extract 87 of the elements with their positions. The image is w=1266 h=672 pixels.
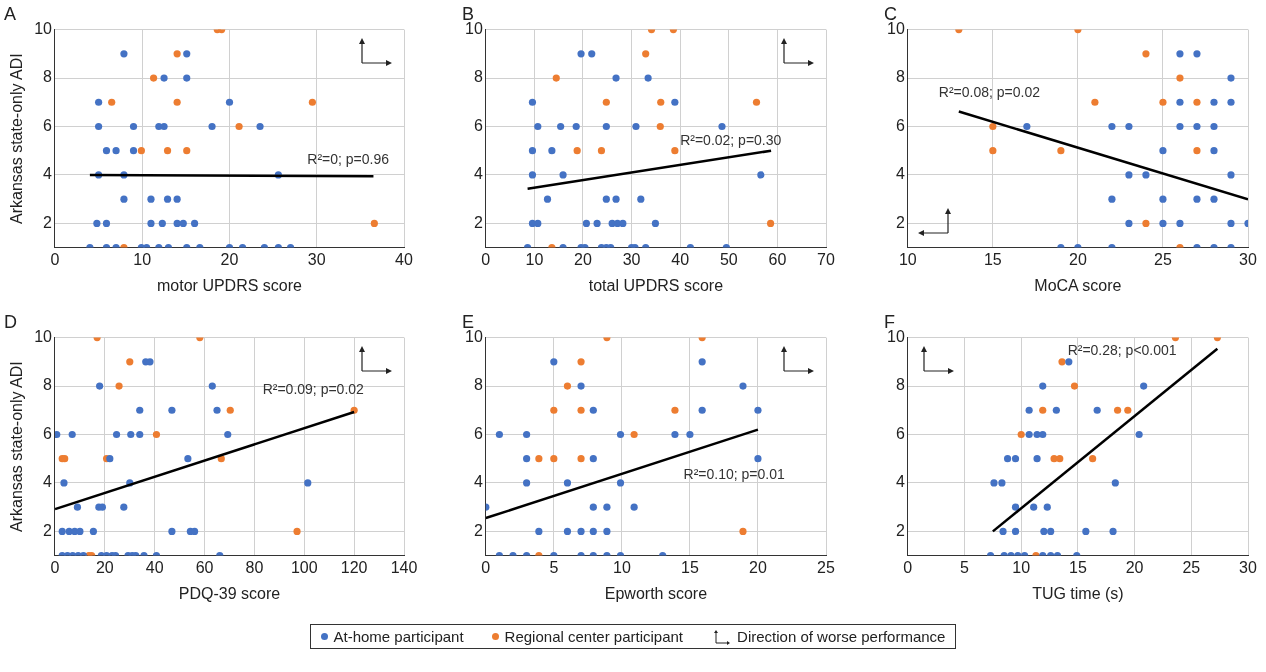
x-tick-label: 25 (1182, 558, 1201, 576)
x-axis-title: total UPDRS score (588, 276, 724, 294)
legend-label: At-home participant (333, 628, 464, 645)
x-tick-label: 20 (574, 250, 592, 268)
y-tick-label: 4 (473, 165, 483, 183)
y-tick-label: 4 (473, 473, 483, 491)
y-axis-title: Arkansas state-only ADI (8, 361, 26, 532)
x-tick-label: 20 (95, 558, 114, 576)
x-tick-label: 20 (220, 250, 239, 268)
y-tick-label: 6 (473, 116, 483, 134)
y-tick-label: 8 (895, 68, 905, 86)
x-tick-label: 25 (1154, 250, 1172, 268)
y-tick-label: 4 (895, 165, 905, 183)
chart-title: D (4, 311, 17, 332)
y-tick-label: 6 (473, 424, 483, 442)
annotation: R²=0.09; p=0.02 (262, 380, 365, 397)
x-tick-label: 0 (481, 558, 491, 576)
x-tick-label: 80 (245, 558, 264, 576)
y-tick-label: 8 (43, 68, 53, 86)
x-tick-label: 5 (549, 558, 559, 576)
y-tick-label: 4 (895, 473, 905, 491)
annotation: R²=0.02; p=0.30 (680, 131, 782, 148)
x-tick-label: 30 (1239, 558, 1257, 576)
x-tick-label: 10 (133, 250, 152, 268)
y-tick-label: 4 (43, 473, 53, 491)
x-tick-label: 40 (145, 558, 164, 576)
x-tick-label: 140 (390, 558, 418, 576)
x-tick-label: 40 (671, 250, 690, 268)
y-tick-label: 10 (34, 20, 53, 38)
x-tick-label: 0 (481, 250, 491, 268)
x-axis-title: motor UPDRS score (157, 276, 303, 294)
y-tick-label: 10 (465, 328, 483, 346)
y-tick-label: 6 (43, 116, 53, 134)
x-tick-label: 0 (50, 250, 60, 268)
x-tick-label: 20 (1125, 558, 1144, 576)
y-tick-label: 6 (43, 424, 53, 442)
y-tick-label: 10 (887, 20, 905, 38)
y-tick-label: 10 (887, 328, 905, 346)
y-tick-label: 6 (895, 116, 905, 134)
text: Direction of worse performance (737, 628, 946, 645)
x-tick-label: 30 (1239, 250, 1257, 268)
annotation: R²=0.28; p<0.001 (1067, 341, 1177, 358)
x-tick-label: 5 (960, 558, 970, 576)
x-tick-label: 10 (525, 250, 544, 268)
x-axis-title: TUG time (s) (1032, 584, 1124, 602)
y-tick-label: 4 (43, 165, 53, 183)
x-tick-label: 10 (1012, 558, 1031, 576)
annotation: R²=0; p=0.96 (307, 151, 390, 168)
x-tick-label: 15 (983, 250, 1002, 268)
x-tick-label: 0 (50, 558, 60, 576)
y-tick-label: 10 (34, 328, 53, 346)
y-tick-label: 2 (43, 213, 53, 231)
y-tick-label: 2 (473, 213, 483, 231)
y-tick-label: 8 (895, 376, 905, 394)
x-tick-label: 50 (719, 250, 738, 268)
y-tick-label: 2 (473, 521, 483, 539)
y-tick-label: 8 (473, 68, 483, 86)
x-axis-title: MoCA score (1034, 276, 1122, 294)
x-tick-label: 10 (612, 558, 631, 576)
legend-label: Regional center participant (504, 628, 684, 645)
annotation: R²=0.10; p=0.01 (683, 465, 785, 482)
x-tick-label: 20 (749, 558, 767, 576)
x-axis-title: PDQ-39 score (178, 584, 281, 602)
x-tick-label: 30 (622, 250, 641, 268)
x-tick-label: 0 (903, 558, 913, 576)
x-tick-label: 70 (817, 250, 835, 268)
y-tick-label: 2 (43, 521, 53, 539)
x-tick-label: 100 (290, 558, 318, 576)
y-tick-label: 8 (43, 376, 53, 394)
y-tick-label: 8 (473, 376, 483, 394)
y-tick-label: 2 (895, 521, 905, 539)
x-tick-label: 120 (340, 558, 368, 576)
x-tick-label: 15 (1069, 558, 1087, 576)
chart-title: A (4, 3, 17, 24)
x-tick-label: 20 (1069, 250, 1087, 268)
y-tick-label: 10 (465, 20, 483, 38)
x-tick-label: 15 (681, 558, 699, 576)
x-tick-label: 25 (817, 558, 835, 576)
x-tick-label: 40 (395, 250, 413, 268)
y-tick-label: 6 (895, 424, 905, 442)
x-axis-title: Epworth score (604, 584, 708, 602)
annotation: R²=0.08; p=0.02 (938, 83, 1041, 100)
y-axis-title: Arkansas state-only ADI (8, 53, 26, 224)
x-tick-label: 60 (195, 558, 214, 576)
x-tick-label: 30 (307, 250, 326, 268)
y-tick-label: 2 (895, 213, 905, 231)
x-tick-label: 60 (768, 250, 787, 268)
